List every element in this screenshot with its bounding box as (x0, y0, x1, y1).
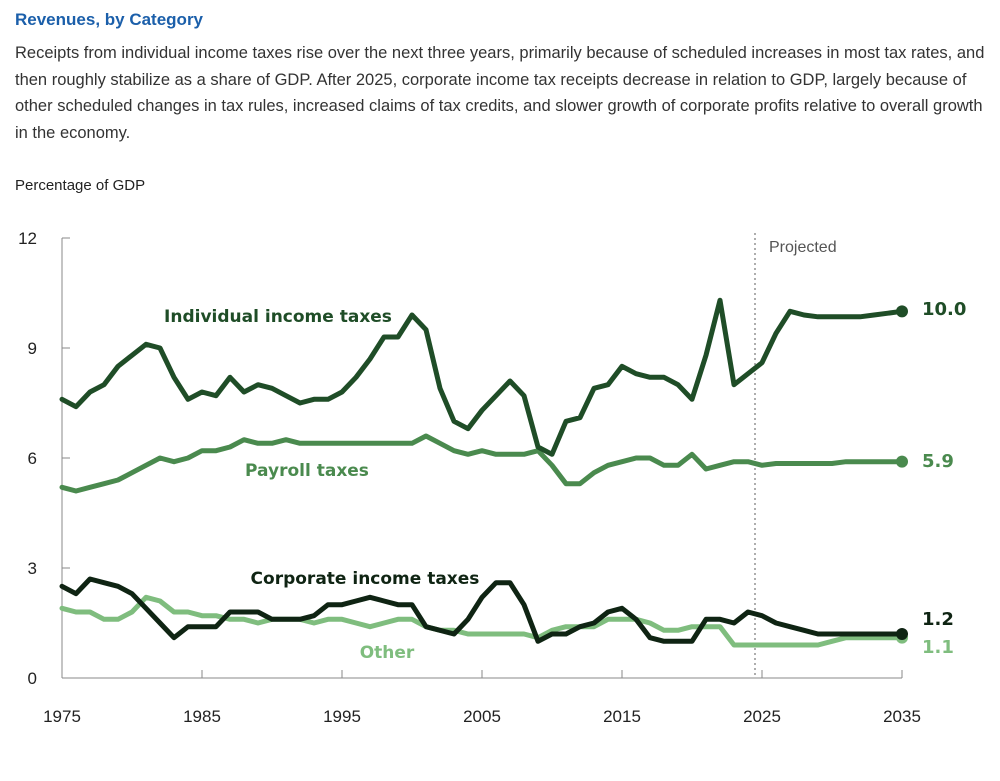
series-end-value-label: 1.1 (922, 637, 954, 658)
series-name-label: Corporate income taxes (251, 569, 480, 589)
x-tick-label: 1985 (183, 707, 221, 726)
series-line (59, 576, 905, 644)
series-end-value-label: 5.9 (922, 451, 954, 472)
series-name-label: Payroll taxes (245, 461, 369, 481)
projection-marker: Projected (754, 233, 837, 678)
y-axis-label: Percentage of GDP (15, 177, 146, 194)
x-tick-label: 2025 (743, 707, 781, 726)
x-tick-label: 2015 (603, 707, 641, 726)
axes: 0 3 6 9 12 1975 1985 1995 2005 2015 2025 2035 (18, 229, 921, 726)
series-end-marker (896, 455, 908, 468)
y-tick-label: 3 (28, 559, 37, 578)
series-name-label: Other (360, 643, 415, 663)
series-lines (59, 297, 908, 648)
series-line (59, 594, 905, 648)
series-end-value-label: 10.0 (922, 299, 966, 320)
series-line (59, 433, 905, 494)
series-end-marker (896, 305, 908, 318)
y-tick-label: 12 (18, 229, 37, 248)
projection-label: Projected (769, 239, 837, 256)
x-tick-label: 2005 (463, 707, 501, 726)
chart-title: Revenues, by Category (15, 10, 204, 29)
series-labels: Individual income taxes 10.0 Payroll taxes… (164, 299, 966, 663)
series-name-label: Individual income taxes (164, 307, 392, 327)
y-tick-label: 0 (28, 669, 37, 688)
series-line (59, 297, 905, 457)
x-tick-label: 2035 (883, 707, 921, 726)
y-tick-label: 9 (28, 339, 37, 358)
x-tick-label: 1975 (43, 707, 81, 726)
x-tick-label: 1995 (323, 707, 361, 726)
chart-description: Receipts from individual income taxes ri… (15, 44, 985, 142)
series-end-marker (896, 628, 908, 640)
y-tick-label: 6 (28, 449, 37, 468)
series-end-value-label: 1.2 (922, 609, 954, 630)
